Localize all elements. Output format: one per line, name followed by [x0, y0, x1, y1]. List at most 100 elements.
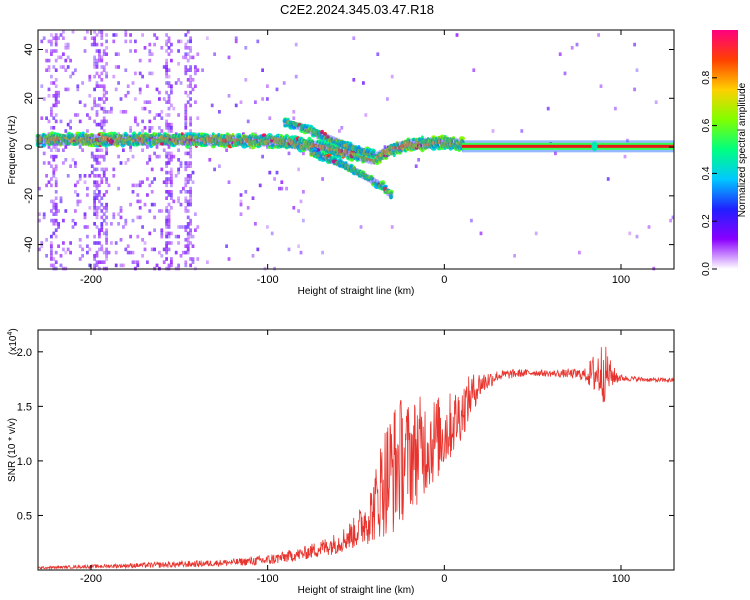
spectrogram-x-ticks: -200 -100 0 100: [80, 30, 630, 286]
spectrogram-noise-cell: [186, 202, 190, 207]
spectrogram-noise-cell: [352, 36, 356, 40]
spectrogram-noise-cell: [179, 254, 183, 258]
spectrogram-noise-cell: [52, 116, 56, 120]
spectrogram-noise-cell: [158, 250, 161, 255]
spectrogram-noise-cell: [119, 238, 123, 242]
spectrogram-noise-cell: [57, 36, 60, 40]
spectrogram-noise-cell: [45, 174, 48, 178]
spectrogram-ridge-cell: [90, 132, 94, 137]
spectrogram-noise-cell: [261, 154, 264, 159]
spectrogram-noise-cell: [170, 126, 173, 130]
spectrogram-noise-cell: [93, 212, 96, 216]
spectrogram-noise-cell: [105, 180, 108, 184]
spectrogram-noise-cell: [184, 180, 188, 184]
spectrogram-noise-cell: [597, 33, 600, 37]
spectrogram-noise-cell: [98, 58, 101, 63]
spectrogram-noise-cell: [417, 158, 420, 162]
spectrogram-noise-cell: [102, 231, 106, 236]
spectrogram-noise-cell: [213, 167, 216, 172]
spectrogram-noise-cell: [102, 218, 106, 223]
spectrogram-noise-cell: [76, 84, 80, 88]
spectrogram-noise-cell: [146, 161, 149, 165]
spectrogram-noise-cell: [119, 215, 123, 220]
spectrogram-ridge-cell: [338, 164, 343, 168]
spectrogram-noise-cell: [107, 110, 111, 114]
spectrogram-noise-cell: [93, 241, 96, 245]
spectrogram-noise-cell: [52, 145, 56, 149]
spectrogram-ridge-cell: [328, 137, 333, 141]
spectrogram-noise-cell: [93, 58, 96, 63]
snr-background: [38, 330, 674, 570]
spectrogram-noise-cell: [95, 103, 99, 108]
spectrogram-noise-cell: [95, 161, 99, 165]
spectrogram-halo-cell: [374, 179, 380, 187]
spectrogram-noise-cell: [126, 90, 130, 95]
spectrogram-noise-cell: [54, 119, 58, 124]
spectrogram-noise-cell: [105, 234, 108, 239]
spectrogram-noise-cell: [165, 154, 168, 159]
spectrogram-noise-cell: [126, 84, 130, 88]
spectrogram-noise-cell: [472, 68, 476, 72]
spectrogram-noise-cell: [131, 250, 135, 255]
spectrogram-noise-cell: [160, 116, 164, 120]
spectrogram-noise-cell: [189, 263, 192, 268]
spectrogram-noise-cell: [129, 129, 132, 133]
spectrogram-noise-cell: [167, 225, 171, 229]
spectrogram-noise-cell: [292, 110, 296, 114]
spectrogram-noise-cell: [100, 84, 104, 88]
spectrogram-noise-cell: [184, 206, 188, 210]
spectrogram-noise-cell: [86, 30, 89, 34]
spectrogram-noise-cell: [62, 36, 65, 40]
spectrogram-noise-cell: [167, 129, 171, 133]
spectrogram-noise-cell: [170, 180, 173, 184]
spectrogram-noise-cell: [167, 122, 171, 127]
spectrogram-noise-cell: [54, 90, 58, 95]
spectrogram-noise-cell: [131, 183, 135, 188]
spectrogram-y-tick-label: -40: [23, 237, 35, 253]
spectrogram-noise-cell: [167, 212, 171, 216]
spectrogram-noise-cell: [119, 97, 123, 101]
spectrogram-noise-cell: [95, 263, 99, 268]
spectrogram-noise-cell: [179, 161, 183, 165]
spectrogram-noise-cell: [210, 103, 214, 108]
spectrogram-noise-cell: [95, 225, 99, 229]
spectrogram-noise-cell: [165, 119, 168, 124]
spectrogram-noise-cell: [170, 87, 173, 92]
spectrogram-noise-cell: [155, 145, 159, 149]
spectrogram-noise-cell: [98, 103, 101, 108]
spectrogram-noise-cell: [117, 81, 120, 85]
spectrogram-noise-cell: [138, 183, 142, 188]
spectrogram-noise-cell: [162, 180, 166, 184]
spectrogram-ridge-cell: [388, 189, 394, 195]
spectrogram-ridge-cell: [293, 140, 298, 145]
spectrogram-noise-cell: [167, 154, 171, 159]
spectrogram-noise-cell: [167, 202, 171, 207]
spectrogram-noise-cell: [119, 110, 123, 114]
spectrogram-noise-cell: [59, 33, 63, 37]
spectrogram-noise-cell: [177, 49, 180, 53]
spectrogram-noise-cell: [38, 218, 41, 223]
spectrogram-noise-cell: [57, 209, 60, 213]
spectrogram-noise-cell: [100, 148, 104, 152]
spectrogram-noise-cell: [165, 71, 168, 76]
spectrogram-noise-cell: [54, 206, 58, 210]
spectrogram-noise-cell: [100, 106, 104, 111]
colorbar-tick-label: 0.6: [701, 118, 712, 132]
spectrogram-noise-cell: [136, 193, 140, 197]
spectrogram-noise-cell: [45, 58, 48, 63]
spectrogram-noise-cell: [129, 202, 132, 207]
spectrogram-noise-cell: [93, 180, 96, 184]
spectrogram-noise-cell: [189, 196, 192, 200]
spectrogram-noise-cell: [186, 238, 190, 242]
spectrogram-noise-cell: [95, 33, 99, 37]
spectrogram-noise-cell: [66, 65, 70, 69]
spectrogram-noise-cell: [62, 218, 65, 223]
spectrogram-noise-cell: [302, 218, 305, 223]
spectrogram-noise-cell: [189, 49, 192, 53]
spectrogram-noise-cell: [100, 202, 104, 207]
spectrogram-ridge-cell: [123, 131, 128, 137]
spectrogram-noise-cell: [78, 119, 82, 124]
spectrogram-noise-cell: [105, 206, 108, 210]
spectrogram-noise-cell: [54, 142, 58, 146]
spectrogram-noise-cell: [285, 186, 288, 191]
